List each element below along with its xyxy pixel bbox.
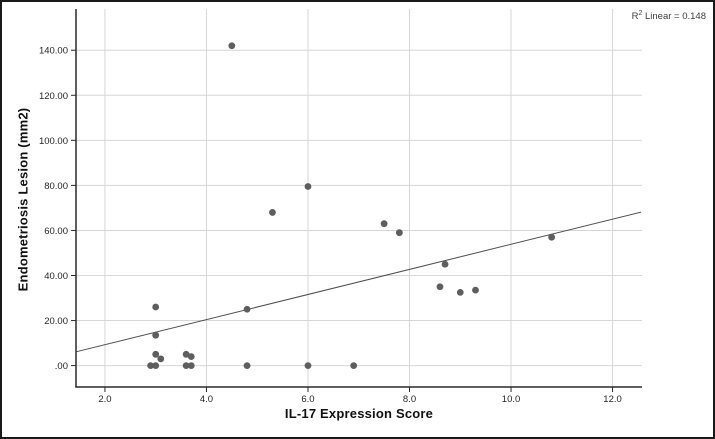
- data-point: [548, 233, 556, 241]
- data-point: [472, 286, 479, 294]
- regression-line: [75, 211, 642, 353]
- y-tick-label: .00: [55, 361, 68, 372]
- x-axis-title: IL-17 Expression Score: [284, 406, 434, 421]
- data-point: [243, 305, 251, 313]
- y-tick-label: 140.00: [39, 46, 68, 57]
- data-point: [152, 331, 160, 339]
- data-point: [304, 183, 312, 190]
- y-tick-label: 40.00: [44, 271, 68, 282]
- x-tick-label: 12.0: [603, 394, 622, 405]
- x-tick-label: 10.0: [502, 394, 521, 405]
- data-point: [152, 362, 160, 369]
- data-point: [243, 362, 251, 369]
- data-point: [157, 355, 165, 363]
- r2-text: Linear = 0.148: [642, 11, 706, 23]
- data-point: [395, 229, 403, 237]
- y-tick-label: 120.00: [39, 91, 68, 102]
- y-tick-label: 100.00: [39, 136, 68, 147]
- data-point: [441, 260, 449, 268]
- data-point: [182, 350, 190, 358]
- data-point: [147, 362, 155, 369]
- y-tick-label: 60.00: [44, 226, 68, 237]
- x-tick-label: 4.0: [200, 394, 213, 405]
- data-point: [152, 303, 160, 311]
- x-tick-label: 8.0: [403, 394, 416, 405]
- data-point: [187, 362, 195, 369]
- data-point: [182, 362, 190, 369]
- y-tick-label: 80.00: [44, 181, 68, 192]
- data-point: [152, 350, 160, 358]
- data-point: [228, 42, 236, 50]
- data-point: [304, 362, 312, 369]
- data-point: [380, 220, 388, 228]
- r2-prefix: R: [631, 11, 639, 23]
- data-point: [187, 353, 195, 360]
- data-point: [269, 209, 276, 216]
- y-axis-title: Endometriosis Lesion (mm2): [15, 107, 31, 292]
- y-tick-label: 20.00: [44, 316, 68, 327]
- data-point: [436, 283, 444, 291]
- x-tick-label: 2.0: [98, 394, 111, 405]
- r2-superscript: 2: [638, 10, 643, 17]
- data-point: [456, 288, 464, 296]
- x-tick-label: 6.0: [301, 394, 314, 405]
- data-point: [350, 362, 358, 369]
- r-squared-annotation: R2 Linear = 0.148: [632, 10, 706, 22]
